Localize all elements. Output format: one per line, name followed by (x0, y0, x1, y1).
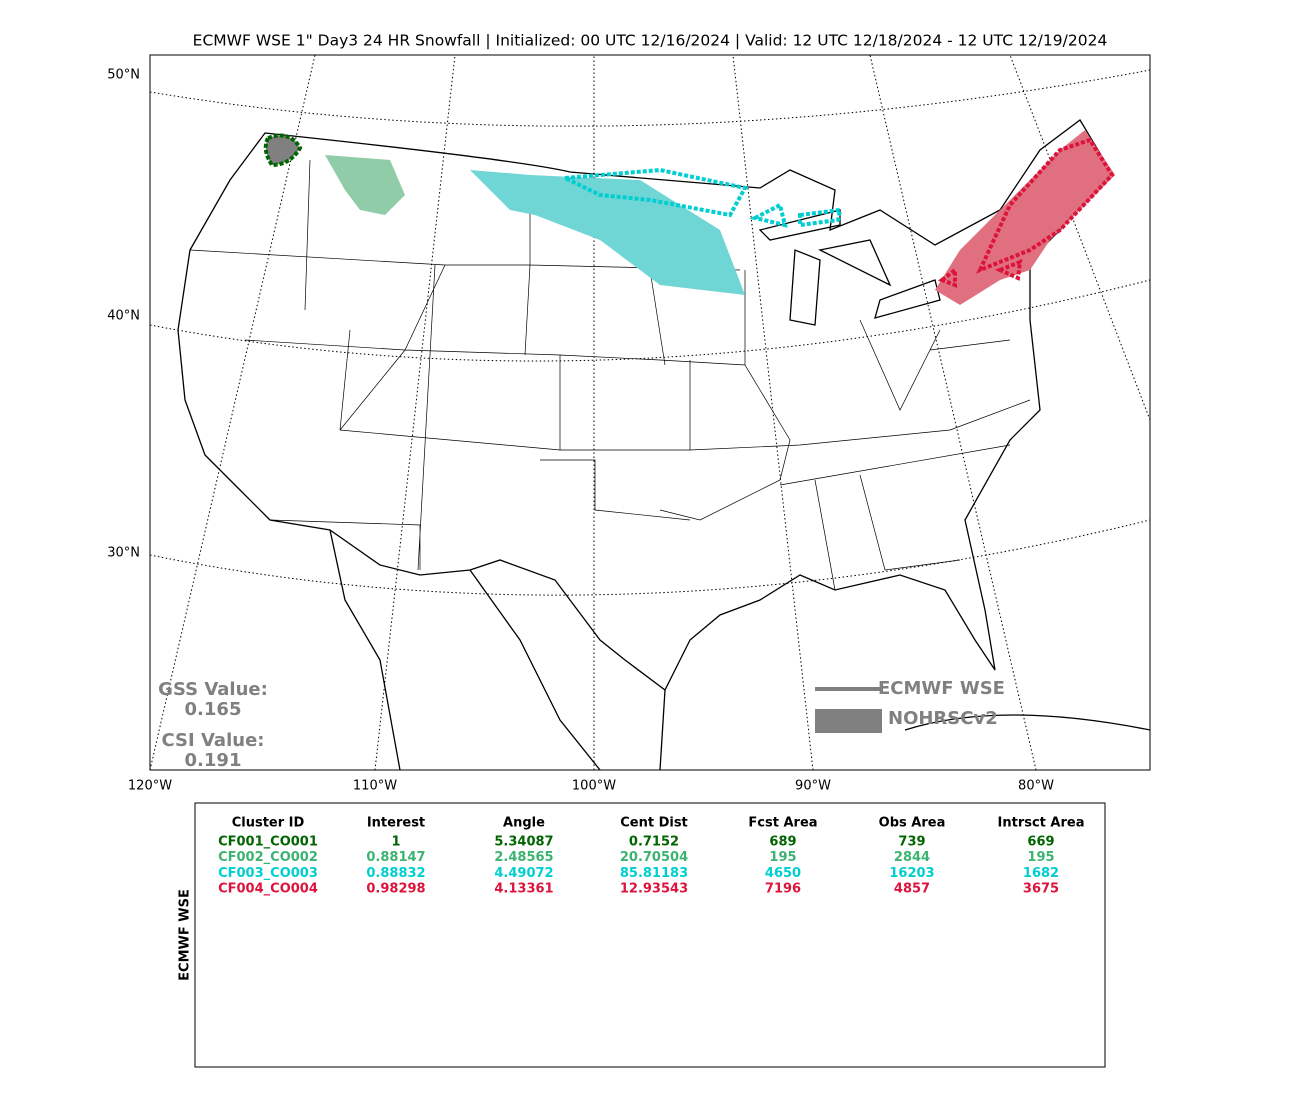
table-cell: 4.13361 (494, 882, 553, 897)
table-cell: 2844 (894, 850, 930, 865)
table-cell: 669 (1027, 835, 1054, 850)
table-header: Interest (367, 816, 425, 831)
table-cell: 195 (1027, 850, 1054, 865)
table-header: Fcst Area (748, 816, 817, 831)
stat-label: CSI Value: (162, 730, 265, 751)
graticule (150, 55, 1150, 770)
lat-label: 40°N (107, 309, 140, 324)
table-cell: 5.34087 (494, 835, 553, 850)
snow-cluster (470, 170, 745, 295)
table-cell: 4857 (894, 882, 930, 897)
table-cell: 12.93543 (620, 882, 688, 897)
snow-cluster (935, 130, 1115, 305)
table-cell: CF004_CO004 (218, 882, 318, 897)
table-cell: CF003_CO003 (218, 866, 318, 881)
map (149, 54, 1151, 771)
table-cell: CF001_CO001 (218, 835, 318, 850)
map-title: ECMWF WSE 1" Day3 24 HR Snowfall | Initi… (193, 32, 1108, 50)
table-cell: 0.98298 (366, 882, 425, 897)
table-header: Intrsct Area (998, 816, 1085, 831)
lon-label: 90°W (795, 779, 831, 794)
lon-label: 100°W (572, 779, 616, 794)
table-cell: 739 (898, 835, 925, 850)
legend-label: NOHRSCv2 (888, 708, 998, 729)
table-cell: 85.81183 (620, 866, 688, 881)
state-borders (189, 159, 1031, 591)
dynamic-layer: 50°N 40°N 30°N 120°W 110°W 100°W 90°W 80°W GSS V… (107, 68, 1084, 981)
lat-label: 30°N (107, 546, 140, 561)
graticule (150, 519, 1150, 596)
table-cell: 1682 (1023, 866, 1059, 881)
snow-cluster (749, 202, 843, 228)
table-frame (194, 802, 1106, 1068)
snow-cluster (937, 137, 1115, 288)
snow-cluster (263, 133, 303, 168)
stat-label: GSS Value: (158, 679, 268, 700)
table-cell: 20.70504 (620, 850, 688, 865)
table-header: Angle (503, 816, 545, 831)
lon-label: 80°W (1018, 779, 1054, 794)
table-cell: 1 (391, 835, 400, 850)
table-side-label: ECMWF WSE (178, 889, 193, 981)
legend-label: ECMWF WSE (878, 678, 1005, 699)
table-cell: 0.88832 (366, 866, 425, 881)
table-cell: 7196 (765, 882, 801, 897)
table-header: Cent Dist (620, 816, 688, 831)
table-header: Cluster ID (232, 816, 305, 831)
table-cell: 689 (769, 835, 796, 850)
table-header: Obs Area (879, 816, 946, 831)
great-lakes (758, 209, 941, 326)
table-cell: CF002_CO002 (218, 850, 318, 865)
table-cell: 0.88147 (366, 850, 425, 865)
snow-cluster (325, 155, 405, 215)
table-cell: 2.48565 (494, 850, 553, 865)
table-cell: 16203 (889, 866, 934, 881)
table-cell: 3675 (1023, 882, 1059, 897)
lon-label: 120°W (128, 779, 172, 794)
table-cell: 4.49072 (494, 866, 553, 881)
coastline (329, 529, 1150, 770)
lon-label: 110°W (353, 779, 397, 794)
snow-cluster (557, 167, 749, 218)
legend-patch (815, 709, 882, 733)
table-cell: 4650 (765, 866, 801, 881)
stat-value: 0.165 (185, 699, 242, 720)
table-cell: 0.7152 (629, 835, 679, 850)
map-frame (149, 54, 1151, 771)
lat-label: 50°N (107, 68, 140, 83)
graticule (150, 279, 1150, 362)
table-cell: 195 (769, 850, 796, 865)
stat-value: 0.191 (185, 750, 242, 771)
